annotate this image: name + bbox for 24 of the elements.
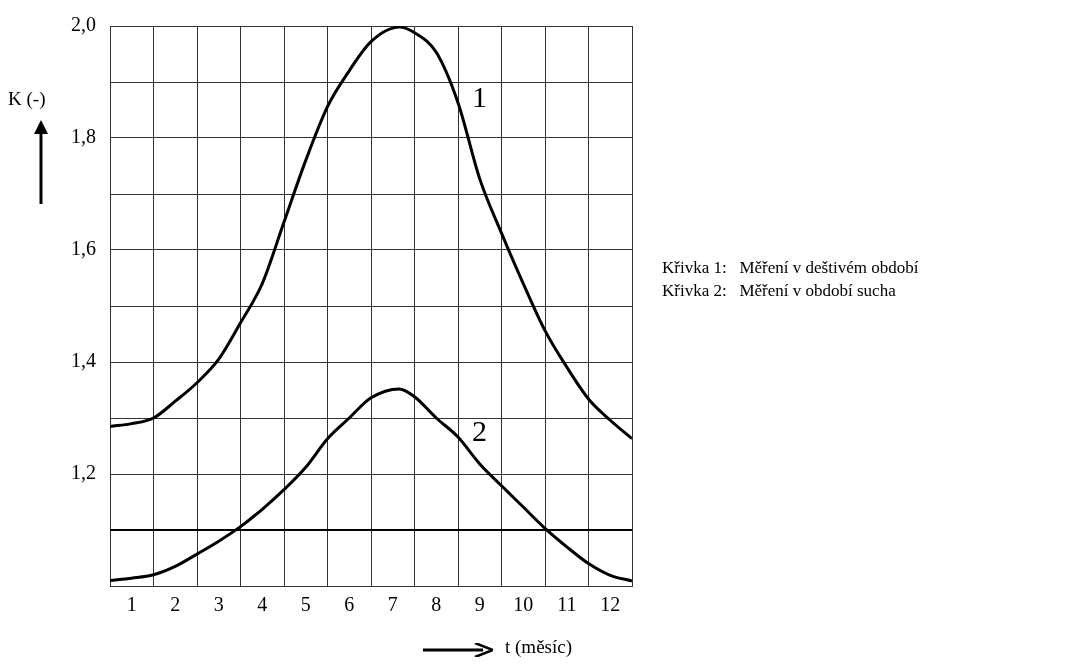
x-tick-label: 10 bbox=[513, 593, 534, 616]
y-axis-title: K (-) bbox=[8, 88, 46, 110]
x-tick-label: 7 bbox=[387, 593, 398, 616]
y-tick-label: 2,0 bbox=[71, 13, 96, 36]
annotation: 2 bbox=[472, 413, 487, 447]
x-tick-label: 6 bbox=[344, 593, 355, 616]
x-tick-label: 3 bbox=[213, 593, 224, 616]
text: Křivka 2: Měření v období sucha bbox=[662, 280, 897, 302]
x-tick-label: 5 bbox=[300, 593, 311, 616]
x-tick-label: 4 bbox=[257, 593, 268, 616]
y-tick-label: 1,2 bbox=[71, 461, 96, 484]
text: Křivka 1: Měření v deštivém období bbox=[662, 257, 919, 279]
x-tick-label: 9 bbox=[474, 593, 485, 616]
y-tick-label: 1,8 bbox=[71, 125, 96, 148]
annotation: 1 bbox=[472, 79, 487, 113]
x-axis-title: t (měsíc) bbox=[505, 636, 573, 658]
y-tick-label: 1,4 bbox=[71, 349, 96, 372]
x-tick-label: 2 bbox=[170, 593, 181, 616]
x-tick-label: 11 bbox=[557, 593, 577, 616]
line-series bbox=[110, 387, 632, 583]
x-tick-label: 8 bbox=[431, 593, 442, 616]
x-tick-label: 1 bbox=[126, 593, 137, 616]
y-tick-label: 1,6 bbox=[71, 237, 96, 260]
x-tick-label: 12 bbox=[600, 593, 621, 616]
